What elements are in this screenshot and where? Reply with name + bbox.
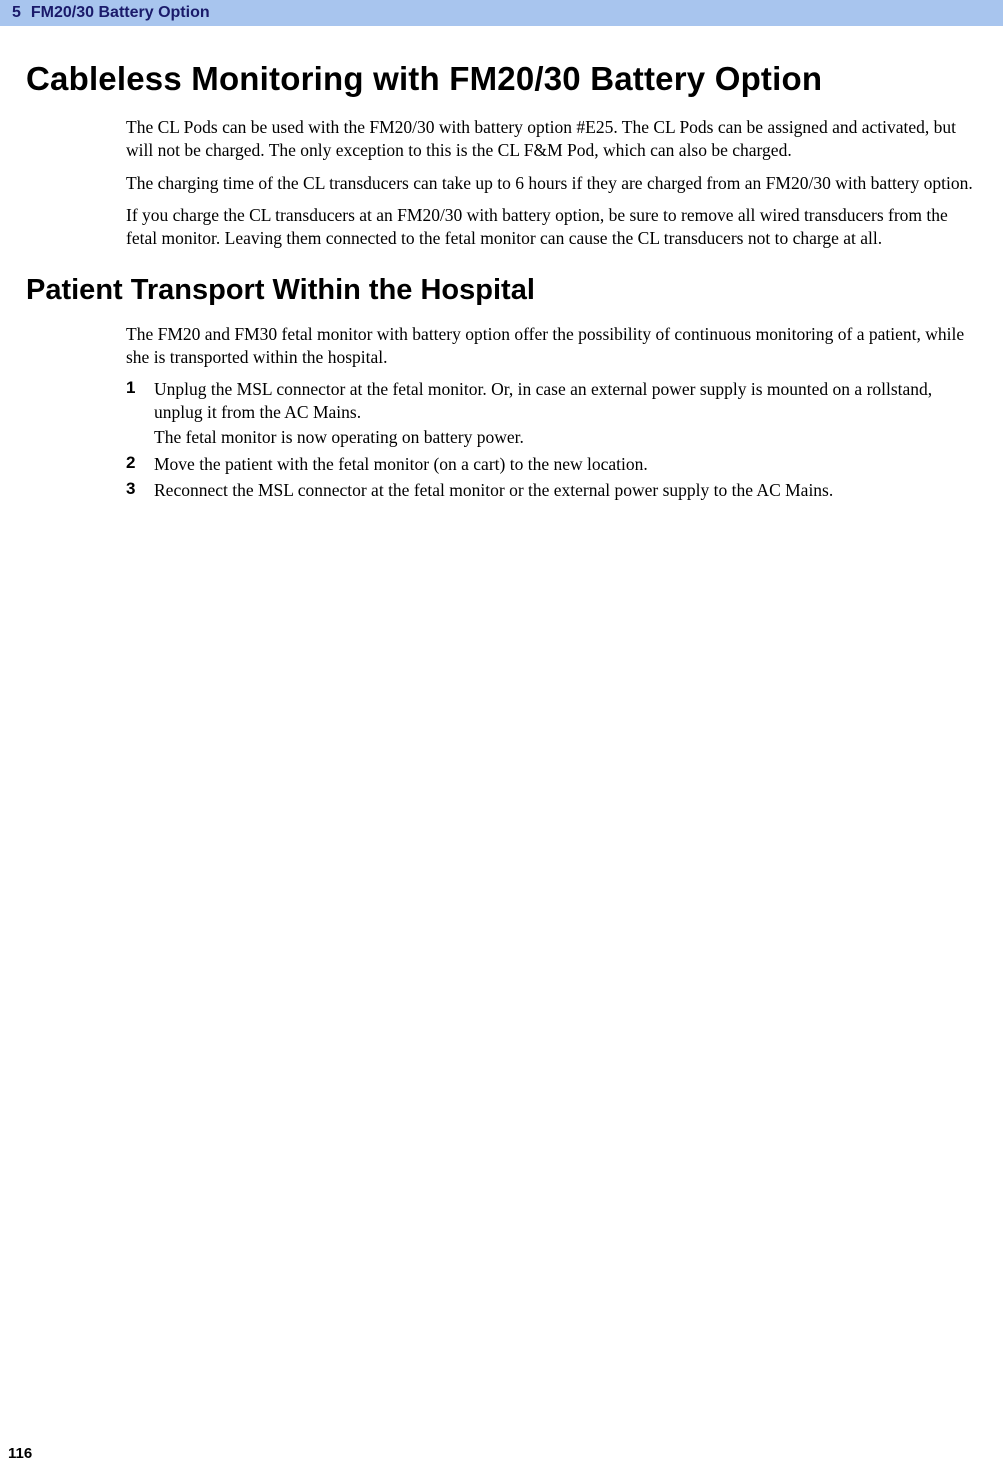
step-subtext: The fetal monitor is now operating on ba…: [154, 426, 977, 449]
chapter-header-bar: 5 FM20/30 Battery Option: [0, 0, 1003, 26]
heading-patient-transport: Patient Transport Within the Hospital: [26, 274, 977, 307]
list-item: 2 Move the patient with the fetal monito…: [126, 453, 977, 476]
chapter-title: FM20/30 Battery Option: [31, 4, 210, 22]
paragraph-charging-time: The charging time of the CL transducers …: [126, 172, 977, 195]
step-text: Unplug the MSL connector at the fetal mo…: [154, 378, 977, 424]
page-content: Cableless Monitoring with FM20/30 Batter…: [0, 60, 1003, 502]
page-number: 116: [8, 1445, 32, 1462]
paragraph-transport-intro: The FM20 and FM30 fetal monitor with bat…: [126, 323, 977, 369]
chapter-number: 5: [12, 4, 21, 22]
transport-steps-list: 1 Unplug the MSL connector at the fetal …: [126, 378, 977, 502]
step-text: Reconnect the MSL connector at the fetal…: [154, 479, 833, 502]
step-number: 2: [126, 453, 154, 476]
paragraph-remove-wired: If you charge the CL transducers at an F…: [126, 204, 977, 250]
step-text: Move the patient with the fetal monitor …: [154, 453, 648, 476]
paragraph-clpods-usage: The CL Pods can be used with the FM20/30…: [126, 116, 977, 162]
list-item: 1 Unplug the MSL connector at the fetal …: [126, 378, 977, 448]
step-number: 1: [126, 378, 154, 448]
step-number: 3: [126, 479, 154, 502]
list-item: 3 Reconnect the MSL connector at the fet…: [126, 479, 977, 502]
heading-cableless-monitoring: Cableless Monitoring with FM20/30 Batter…: [26, 60, 977, 98]
